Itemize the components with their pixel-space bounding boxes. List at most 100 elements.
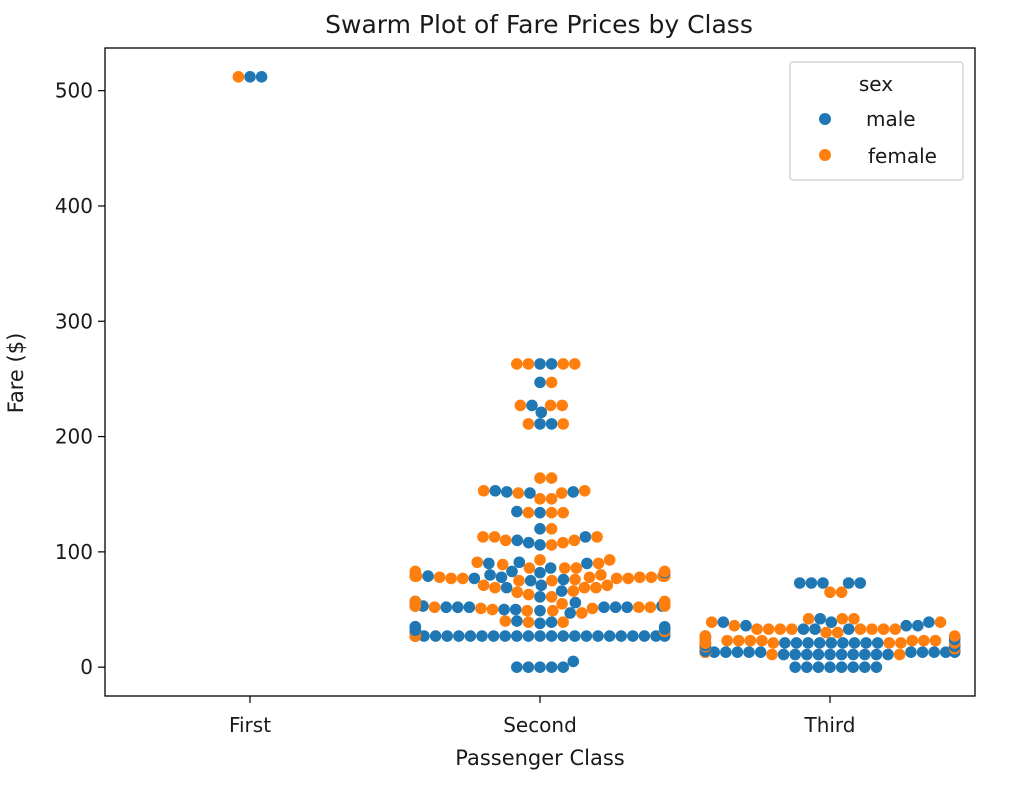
point-second-male <box>524 487 536 499</box>
point-second-male <box>534 358 546 370</box>
point-third-male <box>812 648 825 661</box>
point-third-male <box>793 577 806 589</box>
point-second-female <box>591 531 603 543</box>
point-second-male <box>638 630 651 642</box>
point-second-female <box>445 572 457 585</box>
point-second-male <box>580 630 593 642</box>
point-second-female <box>522 506 535 519</box>
y-tick-label: 300 <box>55 309 93 333</box>
point-second-male <box>451 601 464 614</box>
point-second-female <box>645 571 658 584</box>
point-third-male <box>859 648 871 661</box>
point-third-female <box>699 630 712 642</box>
point-third-male <box>842 623 855 635</box>
point-third-male <box>743 646 755 658</box>
point-third-female <box>721 634 733 647</box>
point-second-female <box>590 581 602 594</box>
point-second-female <box>632 601 645 614</box>
point-third-female <box>929 634 942 647</box>
point-second-female <box>496 558 509 571</box>
point-second-male <box>579 531 592 543</box>
point-second-female <box>586 602 599 615</box>
point-second-male <box>650 630 662 642</box>
point-third-male <box>905 646 917 658</box>
point-second-female <box>456 572 469 585</box>
point-second-male <box>545 358 558 370</box>
point-second-female <box>583 571 596 584</box>
point-second-male <box>564 607 576 619</box>
point-second-female <box>658 595 671 608</box>
point-second-male <box>545 616 558 629</box>
point-second-male <box>484 569 496 581</box>
point-second-male <box>534 566 546 579</box>
point-third-male <box>801 648 813 661</box>
point-third-male <box>797 623 810 635</box>
point-first-female <box>232 71 245 83</box>
point-second-female <box>521 604 533 617</box>
point-second-female <box>475 602 487 615</box>
point-third-female <box>889 623 901 635</box>
point-third-female <box>866 623 878 635</box>
point-second-male <box>500 581 513 594</box>
point-second-male <box>509 603 522 616</box>
point-second-female <box>557 506 569 519</box>
y-tick-label: 0 <box>80 655 93 679</box>
point-second-female <box>601 579 614 592</box>
point-second-female <box>428 601 441 614</box>
point-second-female <box>578 581 591 594</box>
point-second-male <box>526 399 538 412</box>
point-second-male <box>511 534 524 547</box>
point-third-female <box>824 586 836 599</box>
x-tick-label: Second <box>503 713 577 737</box>
point-second-male <box>534 539 546 551</box>
point-third-male <box>859 661 871 673</box>
point-second-male <box>522 630 535 642</box>
point-third-male <box>916 646 929 658</box>
point-third-male <box>812 661 825 673</box>
point-second-female <box>522 358 535 370</box>
point-second-male <box>569 596 582 609</box>
point-third-male <box>825 616 838 629</box>
point-second-male <box>495 571 508 584</box>
y-tick-label: 100 <box>55 540 93 564</box>
point-third-male <box>801 661 813 673</box>
point-second-male <box>609 601 622 614</box>
point-third-female <box>906 634 919 647</box>
point-third-female <box>762 623 775 635</box>
point-third-male <box>731 646 744 658</box>
point-second-male <box>627 630 639 642</box>
point-second-male <box>534 617 546 630</box>
point-second-male <box>513 556 526 569</box>
point-second-female <box>522 588 535 601</box>
y-tick-label: 500 <box>55 79 93 103</box>
point-third-male <box>708 646 721 658</box>
point-second-female <box>477 579 490 592</box>
point-third-female <box>767 637 780 649</box>
point-second-male <box>534 418 546 430</box>
point-third-female <box>877 623 890 635</box>
point-second-female <box>534 472 546 484</box>
point-third-male <box>842 577 855 589</box>
point-third-male <box>777 648 790 661</box>
point-first-male <box>255 71 268 83</box>
point-third-female <box>948 630 961 642</box>
point-second-male <box>498 603 510 616</box>
point-second-male <box>441 630 454 642</box>
x-axis-label: Passenger Class <box>455 746 625 770</box>
point-second-male <box>476 630 488 642</box>
data-points <box>232 71 961 673</box>
point-third-male <box>847 661 859 673</box>
point-third-male <box>835 648 848 661</box>
point-second-male <box>567 655 580 668</box>
point-third-male <box>824 661 836 673</box>
point-third-female <box>820 626 832 639</box>
point-second-female <box>486 603 499 616</box>
y-axis-label: Fare ($) <box>4 333 28 414</box>
point-third-female <box>848 612 860 625</box>
point-third-female <box>705 616 718 629</box>
point-second-female <box>570 562 583 574</box>
point-second-female <box>568 534 581 547</box>
point-second-male <box>598 601 610 614</box>
point-second-male <box>522 536 535 549</box>
point-third-male <box>720 646 732 658</box>
